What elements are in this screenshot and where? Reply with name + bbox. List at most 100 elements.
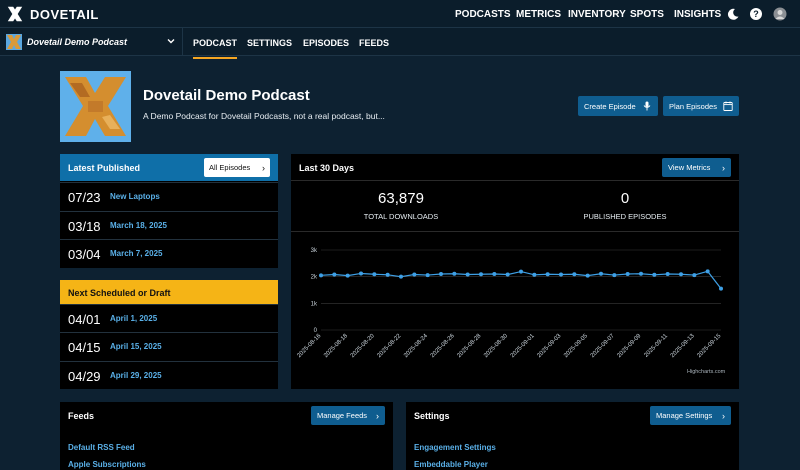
episode-link[interactable]: April 15, 2025 <box>110 342 162 351</box>
episode-date: 03/04 <box>68 247 101 262</box>
moon-icon[interactable] <box>726 7 740 21</box>
feeds-panel: Feeds Manage Feeds › Default RSS Feed Ap… <box>60 402 393 470</box>
list-item[interactable]: 04/29 April 29, 2025 <box>60 361 278 389</box>
data-point <box>345 273 350 278</box>
plan-episodes-button[interactable]: Plan Episodes <box>663 96 739 116</box>
list-item[interactable]: 04/15 April 15, 2025 <box>60 332 278 360</box>
total-downloads-value: 63,879 <box>378 190 424 207</box>
data-point <box>639 271 643 276</box>
topnav-spots[interactable]: SPOTS <box>630 9 664 20</box>
x-tick-label: 2025-09-01 <box>510 333 536 359</box>
settings-link[interactable]: Embeddable Player <box>414 460 488 469</box>
podcast-description: A Demo Podcast for Dovetail Podcasts, no… <box>143 111 385 121</box>
list-item[interactable]: 07/23 New Laptops <box>60 182 278 210</box>
svg-text:?: ? <box>753 9 759 19</box>
settings-link[interactable]: Engagement Settings <box>414 443 496 452</box>
all-episodes-label: All Episodes <box>209 163 251 172</box>
list-item[interactable]: 03/04 March 7, 2025 <box>60 239 278 267</box>
y-tick-label: 1k <box>311 301 318 307</box>
y-tick-label: 3k <box>311 248 318 254</box>
episode-link[interactable]: April 1, 2025 <box>110 314 158 323</box>
tab-episodes[interactable]: EPISODES <box>303 38 350 48</box>
settings-panel: Settings Manage Settings › Engagement Se… <box>406 402 739 470</box>
x-tick-label: 2025-09-07 <box>590 333 616 359</box>
feed-link[interactable]: Apple Subscriptions <box>68 460 146 469</box>
data-point <box>479 272 483 277</box>
tab-settings[interactable]: SETTINGS <box>247 38 293 48</box>
episode-date: 04/15 <box>68 340 101 355</box>
data-point <box>719 286 723 291</box>
x-tick-label: 2025-09-03 <box>536 333 562 359</box>
episode-link[interactable]: March 18, 2025 <box>110 221 167 230</box>
data-point <box>692 273 697 278</box>
x-tick-label: 2025-08-30 <box>483 333 509 359</box>
data-point <box>559 272 563 277</box>
avatar[interactable] <box>773 7 787 21</box>
data-point <box>599 271 603 276</box>
microphone-icon <box>643 101 651 111</box>
data-point <box>652 272 657 277</box>
data-point <box>452 271 457 276</box>
help-icon[interactable]: ? <box>749 7 763 21</box>
x-tick-label: 2025-08-16 <box>296 333 322 359</box>
podcast-cover-art <box>60 71 131 142</box>
x-tick-label: 2025-09-05 <box>563 333 589 359</box>
last-30-days-header: Last 30 Days View Metrics › <box>291 154 739 181</box>
series-line <box>320 270 722 290</box>
list-item[interactable]: 03/18 March 18, 2025 <box>60 211 278 239</box>
data-point <box>532 272 537 277</box>
top-nav: DOVETAIL PODCASTS METRICS INVENTORY SPOT… <box>0 0 800 30</box>
x-tick-label: 2025-09-09 <box>616 333 642 359</box>
tab-feeds[interactable]: FEEDS <box>359 38 390 48</box>
topnav-metrics[interactable]: METRICS <box>516 9 561 20</box>
podcast-selector[interactable]: Dovetail Demo Podcast <box>0 28 183 56</box>
topnav-podcasts[interactable]: PODCASTS <box>455 9 511 30</box>
data-point <box>372 272 377 277</box>
data-point <box>492 272 497 276</box>
episode-link[interactable]: March 7, 2025 <box>110 249 163 258</box>
episode-link[interactable]: New Laptops <box>110 192 160 201</box>
settings-title: Settings <box>414 411 450 421</box>
list-item[interactable]: 04/01 April 1, 2025 <box>60 304 278 332</box>
topnav-insights[interactable]: INSIGHTS <box>674 9 722 20</box>
create-episode-label: Create Episode <box>584 101 636 111</box>
view-metrics-button[interactable]: View Metrics › <box>662 158 731 177</box>
calendar-icon <box>723 101 733 111</box>
x-tick-label: 2025-08-20 <box>350 333 376 359</box>
scheduled-title: Next Scheduled or Draft <box>68 288 171 298</box>
data-point <box>412 272 417 277</box>
divider <box>291 231 739 232</box>
data-point <box>505 272 510 277</box>
chevron-right-icon: › <box>262 162 265 173</box>
feeds-title: Feeds <box>68 411 95 421</box>
tab-podcast[interactable]: PODCAST <box>193 38 238 59</box>
all-episodes-button[interactable]: All Episodes › <box>204 158 270 177</box>
chevron-right-icon: › <box>376 410 379 421</box>
manage-settings-button[interactable]: Manage Settings › <box>650 406 731 425</box>
podcast-selector-name: Dovetail Demo Podcast <box>27 37 128 47</box>
manage-feeds-button[interactable]: Manage Feeds › <box>311 406 385 425</box>
chevron-right-icon: › <box>722 410 725 421</box>
create-episode-button[interactable]: Create Episode <box>578 96 658 116</box>
plan-episodes-label: Plan Episodes <box>669 101 717 111</box>
data-point <box>625 272 630 276</box>
latest-published-header: Latest Published All Episodes › <box>60 154 278 181</box>
scheduled-header: Next Scheduled or Draft <box>60 280 278 304</box>
brand[interactable]: DOVETAIL <box>6 5 99 23</box>
x-tick-label: 2025-08-22 <box>376 333 402 359</box>
episode-link[interactable]: April 29, 2025 <box>110 371 162 380</box>
data-point <box>319 273 323 278</box>
data-point <box>359 271 363 276</box>
chart-credit: Highcharts.com <box>687 369 726 375</box>
data-point <box>545 272 550 277</box>
topnav-inventory[interactable]: INVENTORY <box>568 9 626 20</box>
x-tick-label: 2025-08-18 <box>323 333 349 359</box>
episode-date: 04/01 <box>68 312 101 327</box>
last-30-days-title: Last 30 Days <box>299 163 355 173</box>
published-episodes-label: PUBLISHED EPISODES <box>583 212 667 221</box>
data-point <box>465 272 470 277</box>
episode-date: 07/23 <box>68 190 101 205</box>
x-tick-label: 2025-09-11 <box>643 333 669 359</box>
feed-link[interactable]: Default RSS Feed <box>68 443 135 452</box>
